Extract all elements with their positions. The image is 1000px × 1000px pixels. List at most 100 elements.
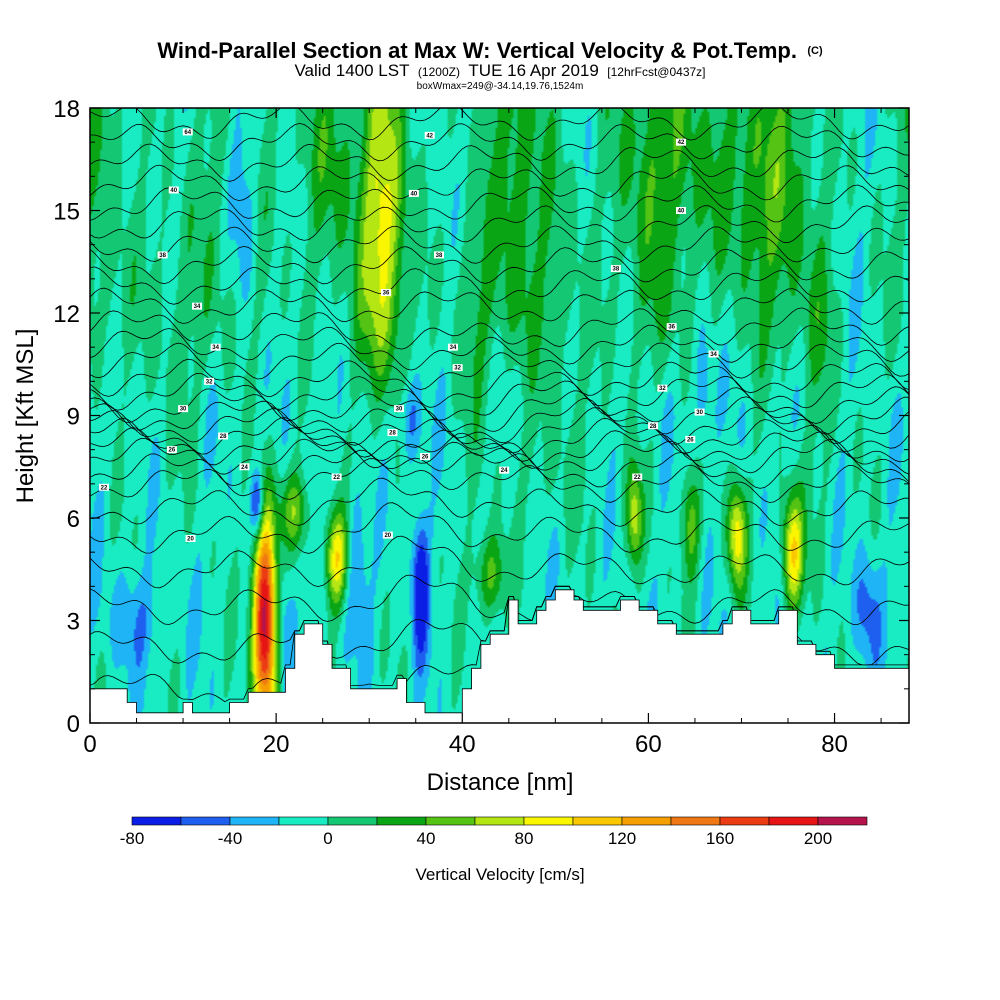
theta-contour [90,205,909,244]
contour-label: 38 [612,267,619,273]
x-tick-label: 60 [635,731,662,758]
contour-label-box [499,466,510,474]
colorbar-swatch [180,816,231,826]
contour-label-box [204,377,215,385]
y-tick-label: 18 [53,96,80,123]
colorbar-tick-label: 40 [417,829,436,848]
colorbar-tick-label: 160 [706,829,734,848]
contour-label: 30 [396,407,403,413]
contour-label-box [424,131,435,139]
contour-label-box [610,265,621,273]
contour-label: 40 [678,209,685,215]
y-tick-label: 3 [67,609,80,636]
colorbar-tick-label: 120 [608,829,636,848]
colorbar [131,816,868,826]
y-tick-label: 15 [53,199,80,226]
theta-contour [90,108,909,141]
colorbar-swatch [474,816,525,826]
theta-contour [90,287,909,325]
contour-label: 22 [333,475,340,481]
colorbar-swatch [719,816,770,826]
theta-contour [90,184,909,223]
colorbar-swatch [131,816,182,826]
title-text: Wind-Parallel Section at Max W: Vertical… [157,38,797,63]
colorbar-swatch [523,816,574,826]
colorbar-swatch [670,816,721,826]
subtitle-forecast: [12hrFcst@0437z] [607,65,705,79]
theta-contour [90,396,909,444]
theta-contour [90,225,909,264]
theta-contour [90,477,909,527]
contour-label: 34 [212,345,219,351]
theta-contour [90,245,909,285]
title-units: (C) [807,45,823,57]
contour-label-box [408,189,419,197]
contour-label: 20 [187,537,194,543]
y-tick-label: 9 [67,404,80,431]
contour-label: 32 [206,379,213,385]
x-tick-label: 40 [449,731,476,758]
contour-label: 42 [426,133,433,139]
colorbar-tick-label: 0 [323,829,332,848]
theta-contour [90,406,909,454]
contour-label: 28 [650,424,657,430]
colorbar-tick-label: -80 [120,829,145,848]
contour-label-box [420,453,431,460]
contour-label-box [331,473,342,481]
subtitle-date: TUE 16 Apr 2019 [468,61,598,80]
potential-temperature-contours [90,108,909,703]
contour-label: 34 [450,345,457,351]
colorbar-swatch [817,816,868,826]
contour-label: 38 [159,253,166,259]
contour-label: 42 [678,140,685,146]
contour-label-box [178,405,189,413]
contour-label: 36 [383,291,390,297]
contour-label: 32 [659,386,666,392]
contour-label-box [675,138,686,146]
contour-label-box [382,531,393,539]
colorbar-tick-label: 80 [515,829,534,848]
contour-label: 28 [389,431,396,437]
contour-label: 40 [170,188,177,194]
subtitle-utc: (1200Z) [418,65,460,79]
colorbar-swatch [376,816,427,826]
contour-label: 34 [194,304,201,310]
x-tick-label: 20 [263,731,290,758]
contour-label: 24 [501,468,508,474]
contour-label: 30 [696,410,703,416]
contour-label: 24 [241,465,248,471]
contour-label: 26 [169,448,176,454]
contour-label-box [393,405,404,413]
colorbar-swatch [229,816,280,826]
colorbar-tick-label: 200 [804,829,832,848]
theta-contour [90,432,909,475]
theta-contour [90,358,909,408]
x-axis-ticks: 0 20 40 60 80 [83,108,882,758]
colorbar-swatch [425,816,476,826]
theta-contour [90,458,909,503]
y-tick-label: 12 [53,301,80,328]
theta-contour [90,386,909,432]
contour-label: 22 [634,475,641,481]
contour-label-box [387,429,398,437]
contour-label-box [166,446,177,454]
contour-label-box [434,251,445,259]
theta-contour [90,122,909,162]
contour-label-box [182,128,193,136]
contour-label: 34 [710,352,717,358]
colorbar-swatch [327,816,378,826]
contour-label-box [98,483,109,491]
y-axis-label: Height [Kft MSL] [12,329,39,504]
contour-label: 20 [384,533,391,539]
contour-label: 28 [220,434,227,440]
theta-contour [90,574,909,625]
contour-label-box [666,323,677,331]
colorbar-swatch [572,816,623,826]
theta-contour [90,342,909,390]
theta-contour [90,307,909,350]
contour-label-box [694,408,705,416]
contour-label-box [452,364,463,372]
contour-label-box [157,251,168,259]
contour-label-box [447,343,458,351]
